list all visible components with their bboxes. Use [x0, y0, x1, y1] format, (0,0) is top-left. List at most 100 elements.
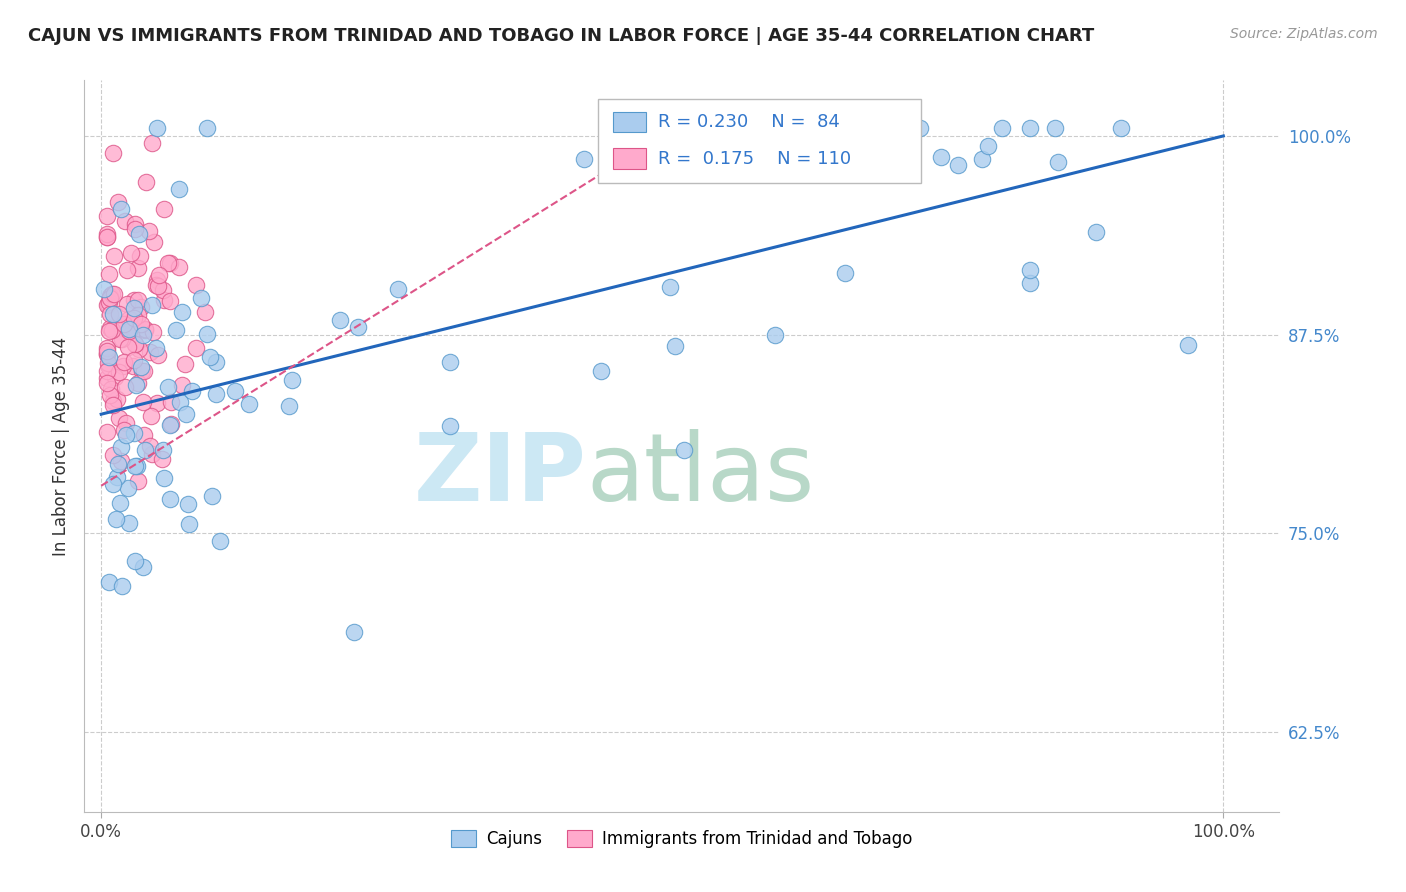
Point [121, 359, 143, 374]
Point [929, 150, 952, 164]
Point [128, 342, 150, 356]
Point [124, 336, 146, 351]
Legend: Cajuns, Immigrants from Trinidad and Tobago: Cajuns, Immigrants from Trinidad and Tob… [444, 823, 920, 855]
Text: R =  0.175    N = 110: R = 0.175 N = 110 [658, 150, 851, 168]
Point [160, 395, 183, 409]
Point [98, 307, 121, 321]
Point [124, 459, 146, 474]
Point [97, 356, 120, 370]
Point [977, 138, 1000, 153]
Point [96, 364, 118, 378]
Point [1046, 154, 1069, 169]
Point [439, 355, 461, 369]
Point [709, 159, 731, 173]
Point [128, 249, 150, 263]
Point [105, 512, 128, 526]
Point [141, 298, 163, 312]
Point [122, 301, 145, 316]
Point [186, 341, 208, 355]
Point [174, 357, 197, 371]
Point [132, 428, 155, 442]
Point [112, 359, 135, 373]
Point [152, 283, 174, 297]
Point [124, 311, 146, 326]
Point [169, 182, 191, 196]
Point [134, 323, 156, 337]
Point [118, 322, 141, 336]
Point [439, 419, 461, 434]
Point [972, 153, 994, 167]
Point [131, 318, 153, 332]
Point [127, 308, 149, 322]
Point [159, 491, 181, 506]
Point [170, 378, 193, 392]
Point [139, 345, 162, 359]
Point [946, 158, 969, 172]
Point [190, 291, 212, 305]
Point [131, 327, 153, 342]
Point [132, 560, 155, 574]
Point [118, 325, 141, 339]
Point [329, 313, 352, 327]
Point [184, 278, 207, 293]
Point [991, 120, 1014, 135]
Point [101, 323, 124, 337]
Point [146, 120, 169, 135]
Point [572, 152, 595, 166]
Point [152, 452, 174, 467]
Point [98, 360, 121, 375]
Text: R = 0.230    N =  84: R = 0.230 N = 84 [658, 113, 839, 131]
Point [104, 369, 127, 384]
Point [143, 235, 166, 249]
Point [96, 229, 118, 244]
Point [124, 352, 146, 367]
Point [146, 396, 169, 410]
Point [834, 267, 856, 281]
Point [129, 300, 152, 314]
Point [112, 318, 135, 332]
Point [1043, 120, 1066, 135]
Point [124, 222, 146, 236]
Point [146, 279, 169, 293]
Point [205, 386, 228, 401]
Point [277, 399, 299, 413]
Point [673, 443, 696, 458]
Point [127, 376, 149, 390]
Point [224, 384, 246, 399]
Point [96, 347, 118, 361]
Point [1018, 120, 1040, 135]
Text: ZIP: ZIP [413, 429, 586, 521]
Point [281, 374, 304, 388]
Point [142, 325, 165, 339]
Point [96, 343, 118, 358]
Point [122, 425, 145, 440]
Point [195, 120, 218, 135]
Point [134, 442, 156, 457]
Point [160, 417, 183, 431]
Point [114, 214, 136, 228]
Point [103, 286, 125, 301]
Point [115, 297, 138, 311]
Point [101, 448, 124, 462]
Point [96, 227, 118, 242]
Point [209, 534, 232, 549]
Point [139, 440, 162, 454]
Point [589, 364, 612, 378]
Point [105, 470, 128, 484]
Point [103, 249, 125, 263]
Point [101, 398, 124, 412]
Point [181, 384, 204, 398]
Point [159, 255, 181, 269]
Text: CAJUN VS IMMIGRANTS FROM TRINIDAD AND TOBAGO IN LABOR FORCE | AGE 35-44 CORRELAT: CAJUN VS IMMIGRANTS FROM TRINIDAD AND TO… [28, 27, 1094, 45]
Point [97, 267, 120, 281]
Point [145, 341, 167, 355]
Point [96, 209, 118, 223]
Bar [613, 112, 647, 132]
Point [108, 307, 131, 321]
Point [118, 516, 141, 530]
Point [134, 321, 156, 335]
Point [103, 308, 125, 322]
Point [110, 454, 132, 468]
Point [347, 320, 370, 334]
Point [103, 146, 125, 161]
